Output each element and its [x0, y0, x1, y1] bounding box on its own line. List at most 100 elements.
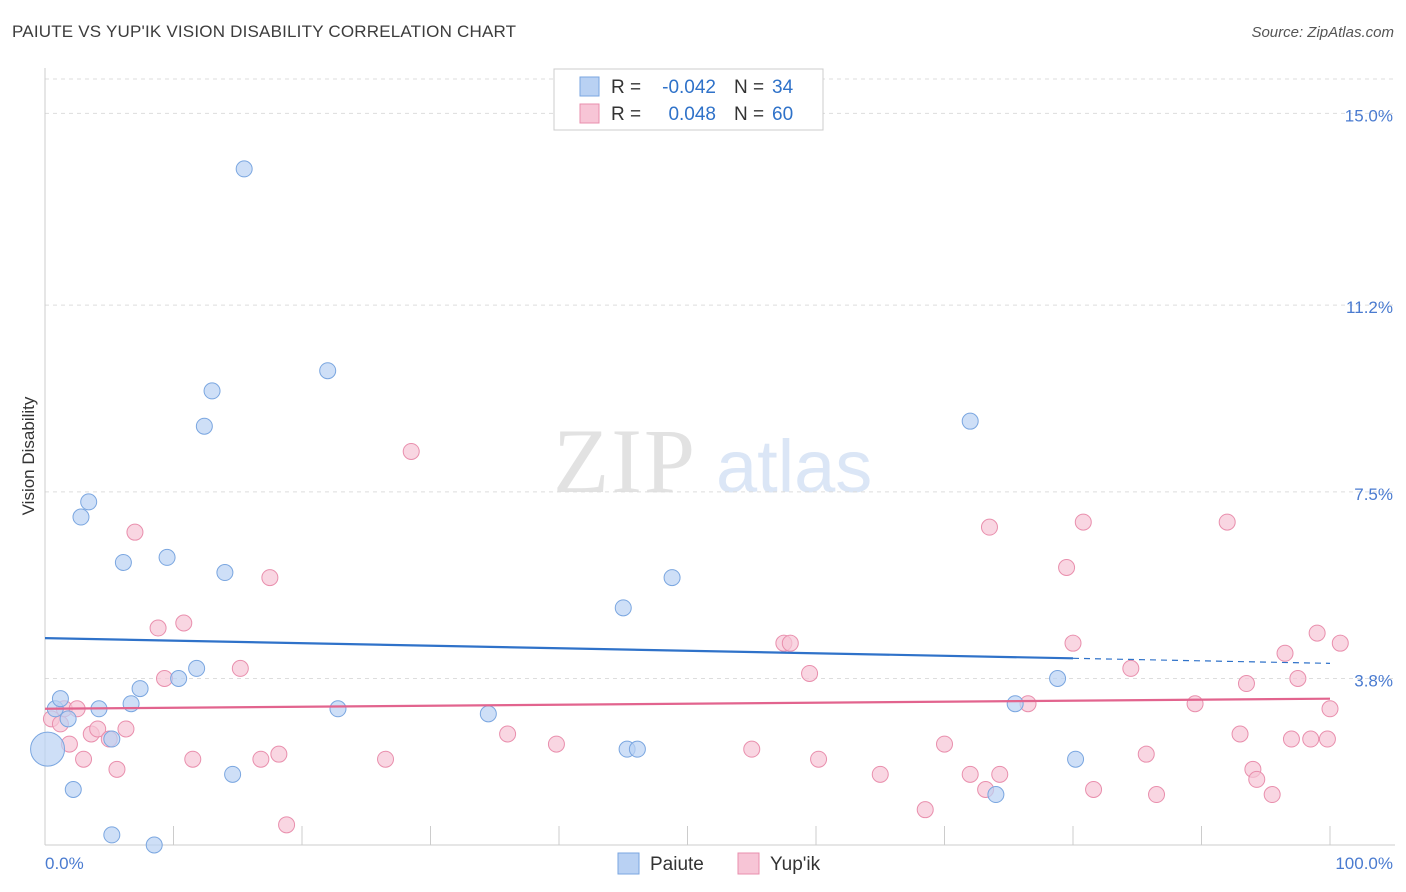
- paiute-point-9: [103, 826, 121, 844]
- yupik-point-55: [1318, 730, 1336, 748]
- yupik-point-36: [991, 765, 1009, 783]
- yupik-point-33: [961, 765, 979, 783]
- paiute-point-20: [224, 765, 242, 783]
- yupik-point-46: [1218, 513, 1236, 531]
- trend-lines: [44, 637, 1331, 710]
- yupik-point-12: [149, 619, 167, 637]
- yupik-point-44: [1148, 786, 1166, 804]
- paiute-point-15: [170, 670, 188, 687]
- paiute-point-8: [103, 730, 121, 748]
- paiute-point-0: [30, 731, 66, 767]
- yupik-point-15: [184, 750, 202, 768]
- x-tick-label-max: 100.0%: [1335, 854, 1393, 873]
- x-tick-label-min: 0.0%: [45, 854, 84, 873]
- yupik-point-31: [916, 801, 934, 819]
- paiute-point-32: [1049, 670, 1067, 687]
- paiute-point-4: [64, 781, 82, 798]
- y-axis-label: Vision Disability: [19, 396, 38, 515]
- series-legend: Paiute Yup'ik: [617, 852, 821, 875]
- paiute-point-13: [145, 836, 163, 854]
- legend-r-value-yupik: 0.048: [668, 104, 716, 125]
- paiute-point-31: [1006, 695, 1024, 713]
- yupik-point-41: [1085, 781, 1103, 798]
- legend-n-label-yupik: N =: [734, 104, 764, 125]
- legend-n-label-paiute: N =: [734, 77, 764, 98]
- yupik-point-24: [547, 735, 565, 753]
- paiute-point-24: [479, 705, 497, 723]
- yupik-point-9: [108, 760, 126, 778]
- paiute-point-27: [628, 740, 646, 758]
- yupik-point-40: [1074, 513, 1092, 531]
- legend-r-value-paiute: -0.042: [662, 77, 716, 98]
- yupik-point-45: [1186, 695, 1204, 713]
- yupik-point-56: [1321, 700, 1339, 718]
- yupik-point-50: [1263, 786, 1281, 804]
- yupik-point-58: [1302, 730, 1320, 748]
- yupik-point-30: [871, 765, 889, 783]
- yupik-point-57: [1331, 634, 1349, 652]
- yupik-point-32: [936, 735, 953, 753]
- paiute-point-21: [235, 160, 253, 178]
- x-tick-marks: [173, 826, 1331, 845]
- yupik-point-51: [1276, 644, 1294, 662]
- bottom-legend-swatch-paiute: [617, 852, 640, 875]
- paiute-point-3: [59, 710, 77, 728]
- paiute-point-30: [987, 786, 1005, 804]
- paiute-point-18: [203, 382, 221, 400]
- yupik-point-52: [1282, 730, 1300, 748]
- y-tick-label-0: 15.0%: [1345, 106, 1393, 125]
- legend-n-value-paiute: 34: [772, 77, 794, 98]
- paiute-point-28: [663, 569, 681, 587]
- watermark-zip: ZIP: [553, 410, 697, 512]
- yupik-point-54: [1308, 624, 1326, 642]
- yupik-point-14: [175, 614, 193, 632]
- y-tick-label-3: 3.8%: [1354, 672, 1393, 691]
- chart-title: PAIUTE VS YUP'IK VISION DISABILITY CORRE…: [12, 22, 517, 41]
- paiute-point-23: [329, 700, 347, 718]
- paiute-point-6: [80, 493, 98, 511]
- yupik-point-13: [156, 670, 174, 687]
- bottom-legend-label-yupik: Yup'ik: [770, 854, 821, 875]
- paiute-points: [30, 160, 1085, 854]
- paiute-point-14: [158, 548, 176, 566]
- paiute-point-11: [122, 695, 140, 713]
- yupik-point-28: [801, 664, 819, 682]
- paiute-point-16: [188, 659, 206, 677]
- yupik-point-43: [1137, 745, 1155, 763]
- paiute-point-33: [1067, 750, 1085, 768]
- yupik-point-19: [270, 745, 288, 763]
- y-tick-label-2: 7.5%: [1354, 485, 1393, 504]
- paiute-point-10: [114, 553, 132, 571]
- yupik-point-42: [1122, 659, 1140, 677]
- correlation-legend: R = -0.042 N = 34 R = 0.048 N = 60: [553, 68, 824, 131]
- y-tick-label-1: 11.2%: [1346, 298, 1393, 317]
- legend-swatch-paiute: [579, 76, 600, 97]
- paiute-point-5: [72, 508, 90, 526]
- yupik-points: [42, 442, 1349, 834]
- yupik-point-23: [499, 725, 517, 743]
- watermark-atlas: atlas: [716, 425, 872, 508]
- yupik-point-18: [261, 569, 279, 587]
- yupik-point-11: [126, 523, 144, 541]
- yupik-point-22: [402, 442, 420, 460]
- yupik-point-10: [117, 720, 135, 738]
- legend-r-label-yupik: R =: [611, 104, 641, 125]
- yupik-point-17: [252, 750, 270, 768]
- paiute-trend-line: [44, 637, 1074, 660]
- paiute-point-22: [319, 362, 337, 380]
- yupik-point-39: [1064, 634, 1082, 652]
- yupik-point-7: [89, 720, 107, 738]
- paiute-point-17: [195, 417, 213, 435]
- yupik-point-53: [1289, 670, 1307, 687]
- yupik-point-38: [1058, 559, 1076, 576]
- yupik-point-29: [810, 750, 828, 768]
- source-credit: Source: ZipAtlas.com: [1251, 24, 1394, 41]
- paiute-point-2: [51, 690, 69, 708]
- yupik-point-49: [1248, 770, 1266, 788]
- yupik-point-27: [781, 634, 799, 652]
- yupik-point-47: [1231, 725, 1249, 743]
- legend-r-label-paiute: R =: [611, 77, 641, 98]
- bottom-legend-swatch-yupik: [737, 852, 760, 875]
- legend-n-value-yupik: 60: [772, 104, 793, 125]
